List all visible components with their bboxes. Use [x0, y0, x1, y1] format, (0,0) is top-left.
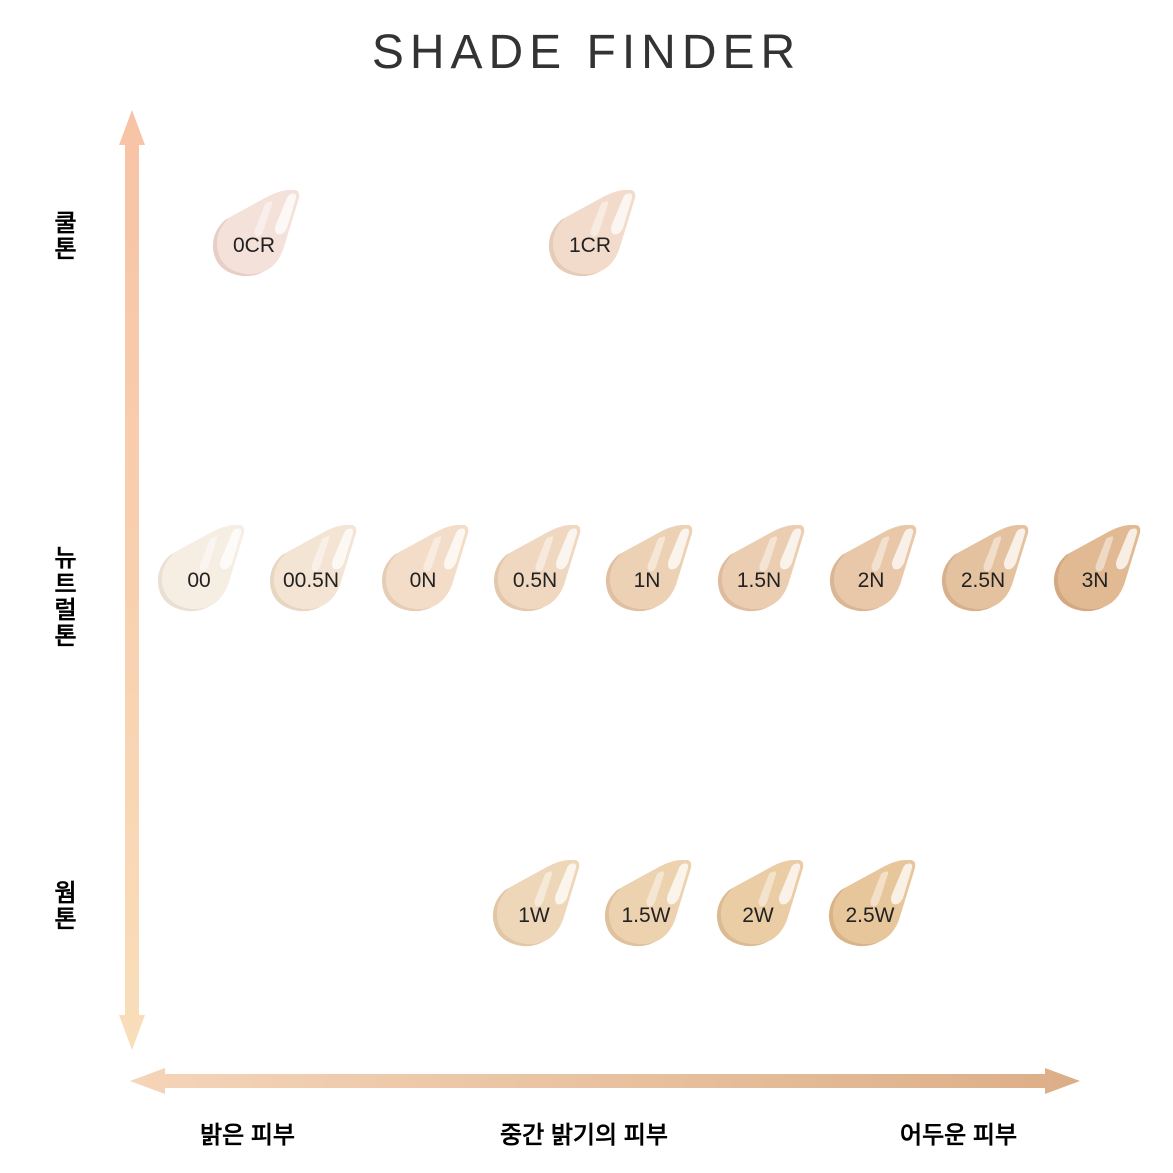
swatch: 0CR: [200, 190, 308, 310]
swatch-label: 00.5N: [283, 569, 339, 593]
swatch-label: 0.5N: [513, 569, 557, 593]
swatch: 00.5N: [257, 525, 365, 645]
swatch-label: 2.5N: [961, 569, 1005, 593]
swatch-label: 2N: [858, 569, 885, 593]
swatch: 2N: [817, 525, 925, 645]
swatch-label: 00: [187, 569, 210, 593]
swatch: 0.5N: [481, 525, 589, 645]
swatch-label: 2.5W: [845, 904, 894, 928]
swatch-label: 1CR: [569, 234, 611, 258]
swatch-row-warm: 1W 1.5W 2W 2.5W: [480, 860, 924, 980]
swatch-smear-icon: [319, 190, 414, 280]
swatch-label: 3N: [1082, 569, 1109, 593]
y-label-neutral: 뉴트럴톤: [20, 545, 80, 649]
swatch: [424, 190, 532, 310]
swatch: 2.5N: [929, 525, 1037, 645]
x-label-dark: 어두운 피부: [900, 1115, 1017, 1150]
x-label-light: 밝은 피부: [200, 1115, 295, 1150]
swatch: 1.5N: [705, 525, 813, 645]
swatch-label: 2W: [742, 904, 774, 928]
arrow-icon: [119, 110, 145, 1050]
x-label-medium: 중간 밝기의 피부: [500, 1115, 668, 1150]
swatch-row-neutral: 00 00.5N 0N 0.5N 1N 1.5N 2N 2.5N: [145, 525, 1149, 645]
chart-title: SHADE FINDER: [372, 25, 801, 80]
swatch: 00: [145, 525, 253, 645]
swatch: 1N: [593, 525, 701, 645]
swatch-label: 1N: [634, 569, 661, 593]
swatch-label: 0CR: [233, 234, 275, 258]
swatch-label: 1.5W: [621, 904, 670, 928]
swatch: 2W: [704, 860, 812, 980]
swatch-smear-icon: [431, 190, 526, 280]
swatch-label: 1.5N: [737, 569, 781, 593]
y-axis-arrow: [119, 110, 145, 1050]
swatch: 1.5W: [592, 860, 700, 980]
swatch: [312, 190, 420, 310]
arrow-icon: [130, 1068, 1080, 1094]
swatch-row-cool: 0CR 1CR: [200, 190, 644, 310]
swatch: 3N: [1041, 525, 1149, 645]
x-axis-arrow: [130, 1068, 1080, 1094]
swatch-label: 0N: [410, 569, 437, 593]
y-label-warm: 웜톤: [20, 880, 80, 932]
swatch-label: 1W: [518, 904, 550, 928]
swatch: 1CR: [536, 190, 644, 310]
swatch: 0N: [369, 525, 477, 645]
swatch: 1W: [480, 860, 588, 980]
swatch: 2.5W: [816, 860, 924, 980]
y-label-cool: 쿨톤: [20, 210, 80, 262]
